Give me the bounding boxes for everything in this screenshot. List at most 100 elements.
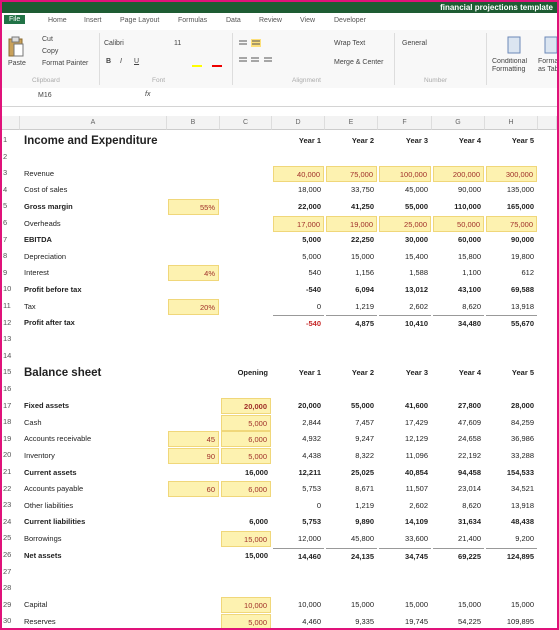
column-header[interactable]: H — [485, 116, 538, 130]
cell[interactable]: Profit after tax — [24, 318, 75, 328]
cell[interactable]: 18,000 — [298, 185, 321, 195]
cell[interactable]: 10,000 — [221, 597, 271, 614]
cell[interactable]: 94,458 — [458, 467, 481, 477]
cell[interactable]: 109,895 — [506, 616, 534, 626]
cell[interactable]: 8,620 — [462, 301, 481, 311]
cell[interactable]: 135,000 — [506, 185, 534, 195]
cell[interactable]: 5,000 — [302, 251, 321, 261]
cell[interactable]: 16,000 — [245, 467, 268, 477]
cell[interactable]: 15,800 — [458, 251, 481, 261]
cell[interactable]: 45,000 — [405, 185, 428, 195]
cell[interactable]: 22,000 — [298, 201, 321, 211]
cell[interactable]: Accounts payable — [24, 484, 84, 494]
cell[interactable]: Current assets — [24, 467, 77, 477]
row-number[interactable]: 24 — [3, 516, 12, 526]
row-number[interactable]: 17 — [3, 400, 12, 410]
cell[interactable]: Fixed assets — [24, 401, 70, 411]
cell[interactable]: 15,000 — [511, 600, 534, 610]
cell[interactable]: 124,895 — [486, 547, 537, 564]
ribbon-tab[interactable]: Home — [48, 17, 67, 24]
cell[interactable]: 24,135 — [326, 547, 377, 564]
row-number[interactable]: 19 — [3, 433, 12, 443]
row-number[interactable]: 28 — [3, 583, 12, 593]
row-number[interactable]: 2 — [3, 151, 8, 161]
cell[interactable]: Depreciation — [24, 251, 67, 261]
cell[interactable]: 4,875 — [326, 315, 377, 331]
cell[interactable]: Gross margin — [24, 201, 73, 211]
cell[interactable]: Year 4 — [458, 135, 481, 145]
cell[interactable]: Overheads — [24, 218, 61, 228]
cell[interactable]: 43,100 — [458, 284, 481, 294]
cell[interactable]: 41,250 — [351, 201, 374, 211]
cell[interactable]: 17,000 — [273, 215, 324, 232]
cell[interactable]: 13,918 — [511, 301, 534, 311]
cell[interactable]: 40,854 — [405, 467, 428, 477]
cell[interactable]: 15,000 — [405, 600, 428, 610]
cell[interactable]: 14,460 — [273, 547, 324, 564]
cell[interactable]: 7,457 — [355, 417, 374, 427]
cell[interactable]: Year 2 — [351, 135, 374, 145]
cell[interactable]: 2,602 — [409, 301, 428, 311]
cell[interactable]: 13,012 — [405, 284, 428, 294]
cell[interactable]: 19,000 — [326, 215, 377, 232]
column-header[interactable]: A — [20, 116, 167, 130]
cell[interactable]: 17,429 — [405, 417, 428, 427]
font-style-button[interactable]: B — [106, 58, 112, 65]
cell[interactable]: 154,533 — [506, 467, 534, 477]
cell[interactable]: 54,225 — [458, 616, 481, 626]
cell[interactable]: 60 — [168, 481, 219, 498]
cell[interactable]: 5,753 — [302, 517, 321, 527]
cell[interactable]: 23,014 — [458, 484, 481, 494]
cell[interactable]: 15,000 — [245, 550, 268, 560]
cell[interactable]: 5,753 — [302, 484, 321, 494]
cell[interactable]: Year 5 — [511, 367, 534, 377]
format-as-table-button[interactable]: Format as Table — [538, 58, 559, 73]
cell[interactable]: Reserves — [24, 616, 56, 626]
conditional-formatting-button[interactable]: Conditional Formatting — [492, 58, 528, 73]
cell[interactable]: 33,288 — [511, 450, 534, 460]
cell[interactable]: Profit before tax — [24, 284, 82, 294]
cell[interactable]: 14,109 — [405, 517, 428, 527]
font-style-button[interactable]: U — [134, 58, 140, 65]
cell[interactable]: 28,000 — [511, 401, 534, 411]
ribbon-tab[interactable]: Page Layout — [120, 17, 160, 24]
cell[interactable]: 4,460 — [302, 616, 321, 626]
cell[interactable]: 21,400 — [458, 533, 481, 543]
row-number[interactable]: 18 — [3, 417, 12, 427]
cell[interactable]: 9,247 — [355, 434, 374, 444]
cell[interactable]: EBITDA — [24, 235, 52, 245]
cell[interactable]: Balance sheet — [24, 366, 102, 379]
cell[interactable]: 50,000 — [433, 215, 484, 232]
cell[interactable]: 540 — [308, 268, 321, 278]
font-style-button[interactable]: I — [120, 58, 122, 65]
cell[interactable]: 75,000 — [326, 165, 377, 182]
font-size-box[interactable]: 11 — [174, 40, 182, 47]
row-number[interactable]: 22 — [3, 483, 12, 493]
cell[interactable]: Cash — [24, 417, 42, 427]
font-name-box[interactable]: Calibri — [104, 40, 124, 47]
cell[interactable]: Year 5 — [511, 135, 534, 145]
fx-button[interactable]: fx — [145, 91, 151, 98]
cell[interactable]: 10,000 — [298, 600, 321, 610]
cell[interactable]: 90 — [168, 447, 219, 464]
cell[interactable]: 34,745 — [379, 547, 431, 564]
cell[interactable]: 19,800 — [511, 251, 534, 261]
cell[interactable]: 33,750 — [351, 185, 374, 195]
cell[interactable]: 5,000 — [221, 414, 271, 431]
cell[interactable]: 25,000 — [379, 215, 431, 232]
cut-button[interactable]: Cut — [42, 36, 53, 43]
cell[interactable]: 31,634 — [458, 517, 481, 527]
cell[interactable]: 5,000 — [302, 235, 321, 245]
cell[interactable]: 69,588 — [511, 284, 534, 294]
cell[interactable]: 25,025 — [351, 467, 374, 477]
cell[interactable]: 90,000 — [458, 185, 481, 195]
cell[interactable]: Current liabilities — [24, 517, 86, 527]
cell[interactable]: 8,322 — [355, 450, 374, 460]
cell[interactable]: 5,000 — [221, 447, 271, 464]
cell[interactable]: 200,000 — [433, 165, 484, 182]
cell[interactable]: Year 1 — [298, 367, 321, 377]
column-header[interactable]: C — [220, 116, 272, 130]
ribbon-tab[interactable]: View — [300, 17, 316, 24]
cell[interactable]: 8,620 — [462, 500, 481, 510]
number-format-box[interactable]: General — [402, 40, 427, 47]
